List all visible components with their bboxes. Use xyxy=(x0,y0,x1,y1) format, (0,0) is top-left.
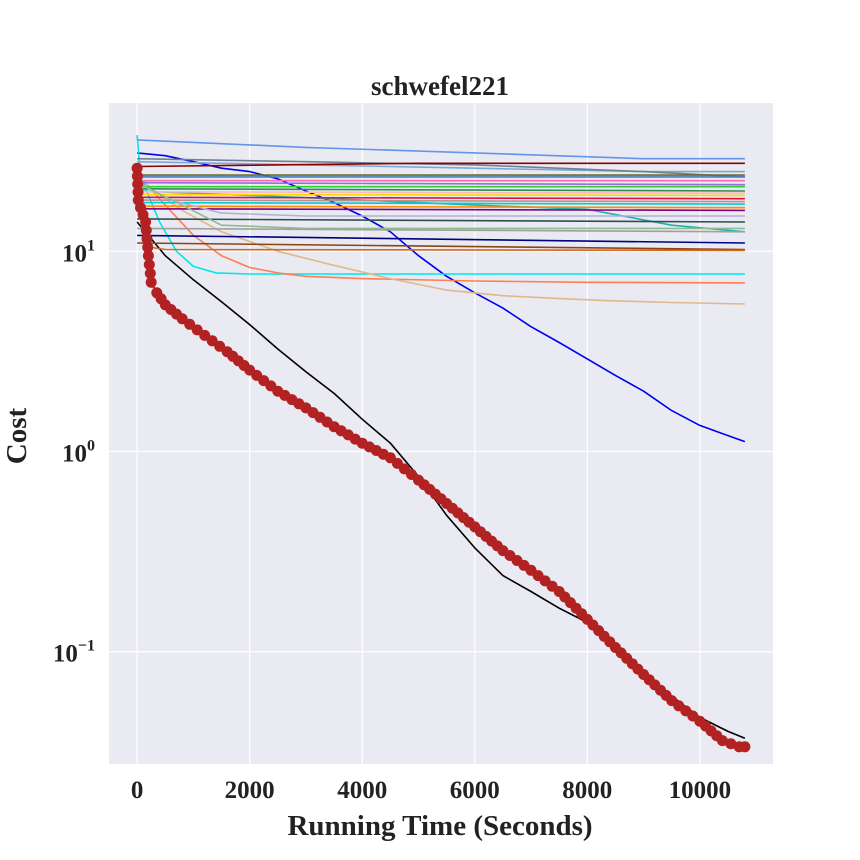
series-line-22 xyxy=(137,205,745,209)
series-marker xyxy=(145,276,157,288)
series-line-9 xyxy=(137,157,745,178)
series-line-8 xyxy=(137,139,745,160)
series-line-26 xyxy=(136,181,745,230)
x-tick-label-0: 0 xyxy=(131,777,144,804)
x-tick-label-5: 10000 xyxy=(669,777,732,804)
y-axis-ticks: 101 100 10−1 xyxy=(53,237,95,667)
series-line-17 xyxy=(137,191,745,194)
series-marker xyxy=(132,178,144,190)
x-tick-label-1: 2000 xyxy=(225,777,275,804)
series-line-10 xyxy=(137,162,745,168)
series-line-6 xyxy=(137,160,745,173)
series-marker xyxy=(144,267,156,279)
y-axis-label: Cost xyxy=(1,407,33,464)
x-axis-label: Running Time (Seconds) xyxy=(287,810,592,842)
series-line-16 xyxy=(137,188,745,192)
series-marker xyxy=(739,741,751,753)
series-marker xyxy=(141,233,153,245)
series-marker xyxy=(132,186,144,198)
series-marker xyxy=(725,738,737,750)
series-line-21 xyxy=(137,201,745,205)
series-line-19 xyxy=(137,196,745,200)
series-line-5 xyxy=(136,174,745,305)
series-line-14 xyxy=(137,181,745,186)
series-line-23 xyxy=(137,208,745,212)
series-line-29 xyxy=(137,242,745,251)
y-tick-label-0: 101 xyxy=(62,237,95,267)
y-tick-label-2: 10−1 xyxy=(53,638,95,668)
x-tick-label-3: 6000 xyxy=(450,777,500,804)
series-markers-0 xyxy=(131,162,751,753)
series-line-28 xyxy=(137,234,745,244)
y-tick-label-1: 100 xyxy=(62,437,95,467)
series-line-20 xyxy=(137,199,745,203)
series-marker xyxy=(131,162,143,174)
series-marker xyxy=(140,216,152,228)
x-axis-ticks: 0 2000 4000 6000 8000 10000 xyxy=(131,777,731,804)
series-marker xyxy=(143,259,155,271)
x-tick-label-2: 4000 xyxy=(337,777,387,804)
series-marker xyxy=(131,170,143,182)
series-marker xyxy=(142,250,154,262)
series-line-25 xyxy=(137,218,745,223)
series-marker xyxy=(140,224,152,236)
series-marker xyxy=(716,735,728,747)
plot-area xyxy=(109,103,773,764)
series-marker xyxy=(184,318,196,330)
series-marker xyxy=(142,241,154,253)
chart-title: schwefel221 xyxy=(371,71,509,101)
x-tick-label-4: 8000 xyxy=(562,777,612,804)
series-line-27 xyxy=(137,227,745,233)
series-line-18 xyxy=(137,193,745,197)
series-line-2 xyxy=(137,152,746,443)
